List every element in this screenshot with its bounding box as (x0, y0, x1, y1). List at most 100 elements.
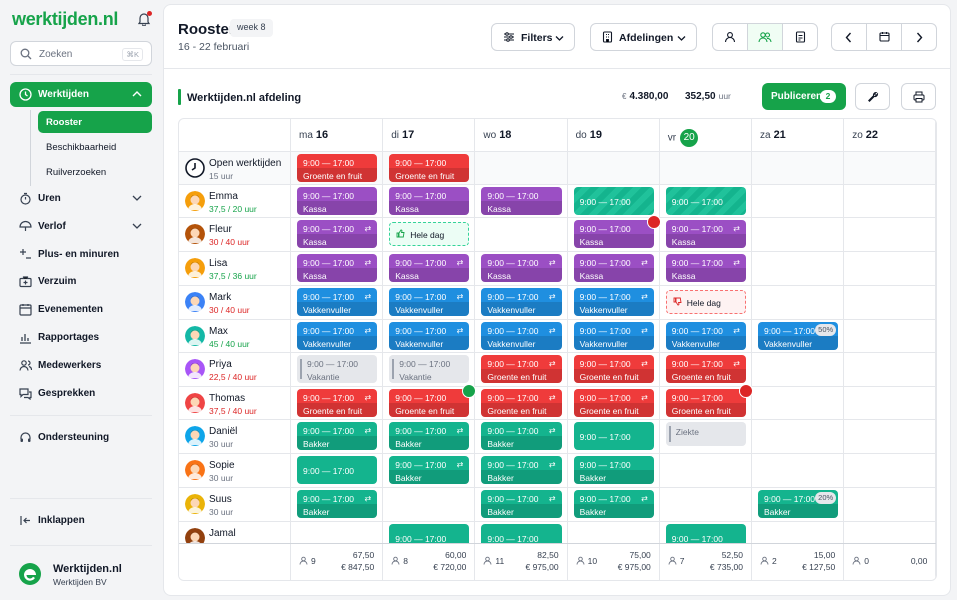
day-cell[interactable] (568, 218, 660, 251)
shift-block[interactable]: 9:00 — 17:00 Vakkenvuller ⇄ (297, 288, 378, 316)
day-cell[interactable] (844, 420, 936, 453)
shift-block[interactable]: 9:00 — 17:00 Bakker ⇄ (297, 490, 378, 518)
employee-cell[interactable]: Priya 22,5 / 40 uur (179, 353, 291, 386)
day-cell[interactable] (568, 420, 660, 453)
employee-cell[interactable]: Daniël 30 uur (179, 420, 291, 453)
shift-block[interactable]: 9:00 — 17:00 Groente en fruit (389, 154, 470, 182)
day-cell[interactable] (844, 252, 936, 285)
day-cell[interactable] (844, 320, 936, 352)
app-logo[interactable]: werktijden.nl (12, 9, 119, 29)
day-cell[interactable] (660, 454, 752, 487)
shift-block[interactable]: 9:00 — 17:00 (573, 187, 654, 215)
day-cell[interactable] (752, 420, 845, 453)
day-cell[interactable] (291, 286, 384, 319)
avatar[interactable] (185, 460, 205, 480)
shift-block[interactable]: 9:00 — 17:00 Bakker ⇄ (297, 422, 378, 450)
day-cell[interactable] (752, 286, 845, 319)
shift-block[interactable]: 9:00 — 17:00 Groente en fruit ⇄ (573, 355, 654, 383)
day-cell[interactable] (844, 353, 936, 386)
employee-cell[interactable]: Suus 30 uur (179, 488, 291, 521)
day-cell[interactable] (844, 522, 936, 543)
shift-block[interactable]: 9:00 — 17:00 (665, 187, 746, 215)
avatar[interactable] (185, 292, 205, 312)
day-cell[interactable] (844, 218, 936, 251)
day-cell[interactable] (383, 252, 476, 285)
day-cell[interactable] (752, 353, 845, 386)
day-cell[interactable] (660, 218, 752, 251)
day-cell[interactable] (660, 185, 752, 217)
day-cell[interactable] (660, 353, 752, 386)
nav-verzuim[interactable]: Verzuim (10, 271, 152, 293)
day-cell[interactable] (291, 218, 384, 251)
shift-block[interactable]: 9:00 — 17:00 Kassa ⇄ (297, 254, 378, 282)
nav-verlof[interactable]: Verlof (10, 216, 152, 238)
day-cell[interactable] (383, 387, 476, 419)
shift-block[interactable]: 9:00 — 17:00 Kassa ⇄ (389, 254, 470, 282)
shift-block[interactable]: 9:00 — 17:00 Kassa (297, 187, 378, 215)
shift-block[interactable]: 9:00 — 17:00 Bakker (573, 456, 654, 484)
shift-block[interactable]: 9:00 — 17:00 Groente en fruit ⇄ (297, 389, 378, 417)
day-cell[interactable] (568, 522, 660, 543)
day-cell[interactable] (844, 286, 936, 319)
employee-cell[interactable]: Fleur 30 / 40 uur (179, 218, 291, 251)
shift-block[interactable]: 9:00 — 17:00 Bakker ⇄ (573, 490, 654, 518)
avatar[interactable] (185, 191, 205, 211)
day-cell[interactable] (383, 488, 476, 521)
shift-block[interactable]: 9:00 — 17:00 Vakkenvuller 50% (758, 322, 839, 350)
day-cell[interactable] (568, 387, 660, 419)
shift-block[interactable]: 9:00 — 17:00 Vakkenvuller ⇄ (573, 322, 654, 350)
shift-block[interactable]: 9:00 — 17:00 Groente en fruit ⇄ (665, 355, 746, 383)
shift-block[interactable]: 9:00 — 17:00 Kassa ⇄ (481, 254, 562, 282)
day-cell[interactable] (383, 522, 476, 543)
employee-cell[interactable]: Max 45 / 40 uur (179, 320, 291, 352)
day-cell[interactable] (383, 218, 476, 251)
view-person-button[interactable] (713, 24, 748, 50)
day-cell[interactable] (291, 185, 384, 217)
day-cell[interactable] (660, 152, 752, 184)
day-cell[interactable] (291, 454, 384, 487)
shift-block[interactable]: 9:00 — 17:00 Bakker ⇄ (389, 422, 470, 450)
day-cell[interactable] (568, 185, 660, 217)
employee-cell[interactable]: Emma 37,5 / 20 uur (179, 185, 291, 217)
day-cell[interactable] (291, 420, 384, 453)
day-cell[interactable] (475, 420, 568, 453)
avatar[interactable] (185, 326, 205, 346)
day-cell[interactable] (752, 152, 845, 184)
shift-block[interactable]: 9:00 — 17:00 Groente en fruit ⇄ (481, 389, 562, 417)
tools-button[interactable] (855, 83, 890, 110)
shift-block[interactable]: 9:00 — 17:00 Bakker 20% (758, 490, 839, 518)
day-cell[interactable] (752, 320, 845, 352)
day-cell[interactable] (383, 152, 476, 184)
nav-werktijden[interactable]: Werktijden (10, 82, 152, 107)
avatar[interactable] (185, 393, 205, 413)
day-cell[interactable] (383, 353, 476, 386)
shift-block[interactable]: 9:00 — 17:00 Kassa ⇄ (573, 254, 654, 282)
day-cell[interactable] (568, 488, 660, 521)
day-cell[interactable] (568, 152, 660, 184)
filters-button[interactable]: Filters (491, 23, 575, 51)
shift-block[interactable]: 9:00 — 17:00 Vakantie (389, 355, 470, 383)
departments-button[interactable]: Afdelingen (590, 23, 697, 51)
shift-block[interactable]: 9:00 — 17:00 Groente en fruit (665, 389, 746, 417)
publish-button[interactable]: Publiceren 2 (762, 83, 846, 110)
sick-block[interactable]: Ziekte (665, 422, 746, 446)
view-list-button[interactable] (783, 24, 818, 50)
day-cell[interactable] (568, 286, 660, 319)
shift-block[interactable]: 9:00 — 17:00 Vakkenvuller ⇄ (481, 322, 562, 350)
calendar-button[interactable] (867, 24, 902, 50)
day-cell[interactable] (475, 252, 568, 285)
org-logo-icon[interactable] (18, 562, 42, 586)
day-cell[interactable] (291, 387, 384, 419)
day-cell[interactable] (383, 320, 476, 352)
shift-block[interactable]: 9:00 — 17:00 Vakkenvuller ⇄ (481, 288, 562, 316)
nav-medewerkers[interactable]: Medewerkers (10, 355, 152, 377)
nav-rapportages[interactable]: Rapportages (10, 327, 152, 349)
shift-block[interactable]: 9:00 — 17:00 Groente en fruit (389, 389, 470, 417)
avatar[interactable] (185, 359, 205, 379)
day-cell[interactable] (660, 252, 752, 285)
employee-cell[interactable]: Mark 30 / 40 uur (179, 286, 291, 319)
day-cell[interactable] (291, 252, 384, 285)
shift-block[interactable]: 9:00 — 17:00 Kassa (481, 187, 562, 215)
nav-evenementen[interactable]: Evenementen (10, 299, 152, 321)
submenu-beschikbaarheid[interactable]: Beschikbaarheid (46, 142, 117, 153)
